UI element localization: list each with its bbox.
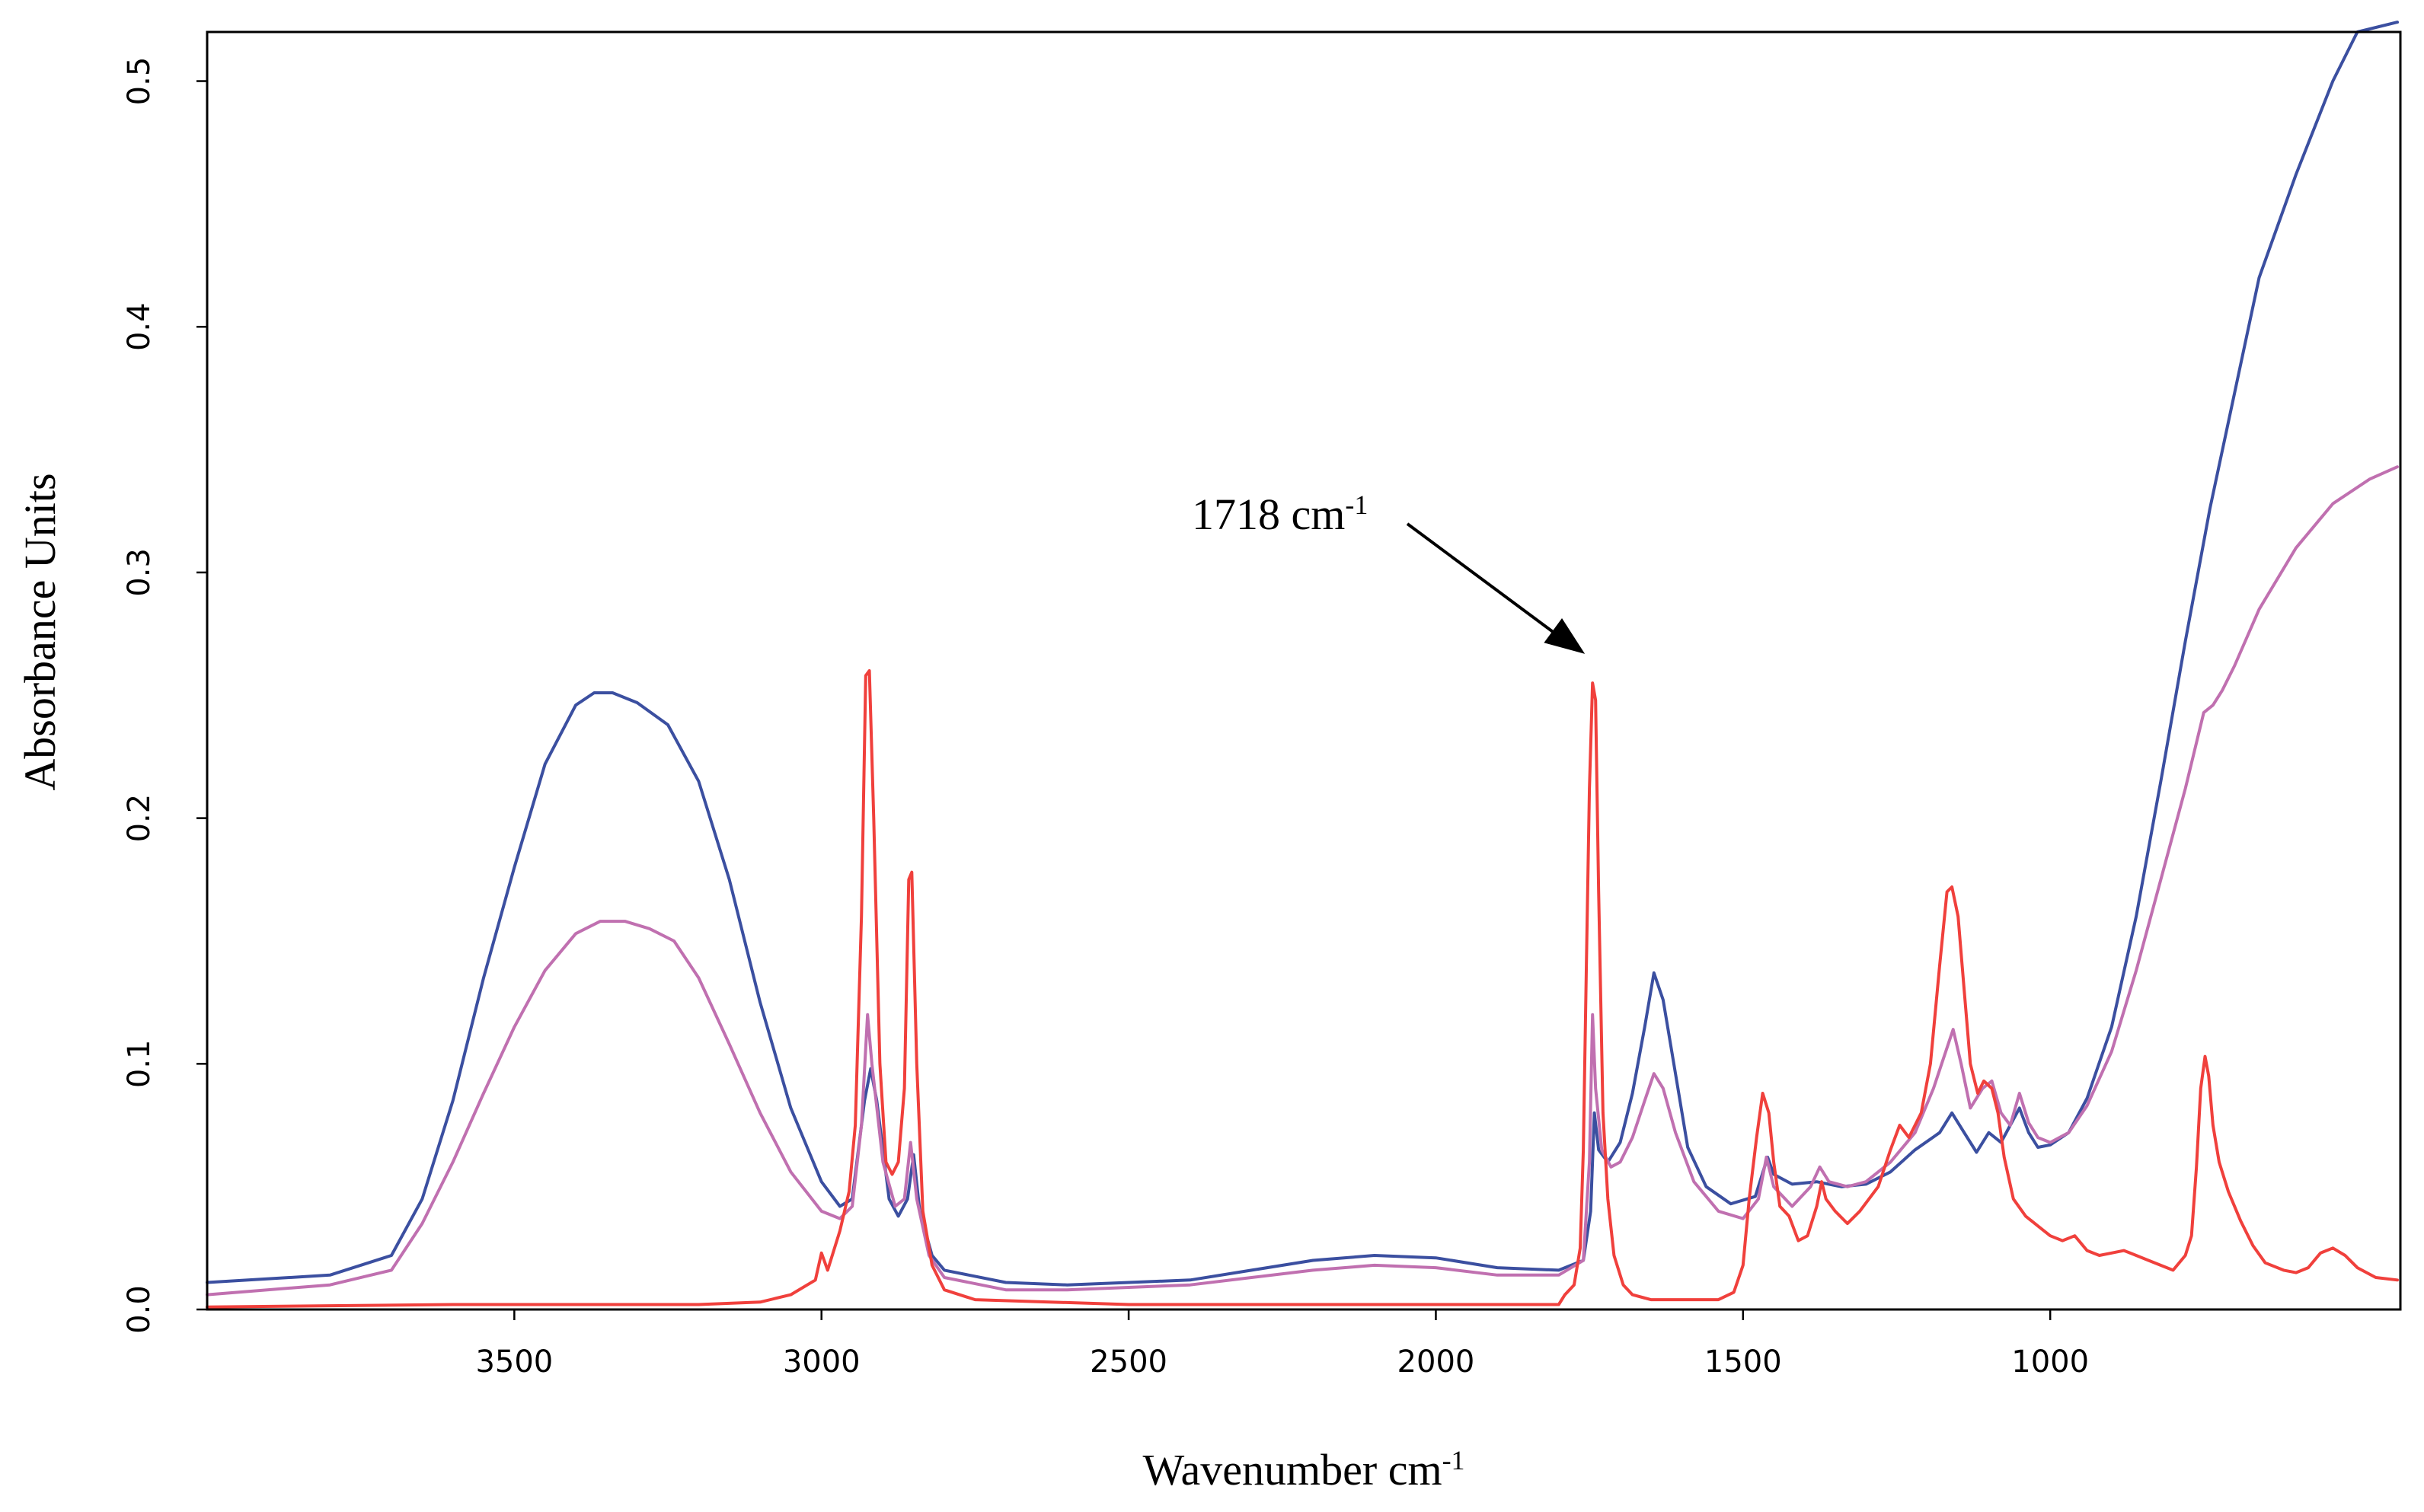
peak-annotation-arrow (1406, 522, 1563, 640)
peak-annotation-sup: -1 (1345, 490, 1368, 520)
peak-annotation-label: 1718 cm-1 (1192, 490, 1368, 539)
peak-annotation: 1718 cm-1 (1192, 490, 1586, 654)
x-axis-title: Wavenumber cm-1 (1142, 1445, 1464, 1494)
y-tick-label: 0.4 (122, 302, 157, 351)
y-tick-label: 0.1 (122, 1039, 157, 1088)
x-tick-label: 1500 (1704, 1345, 1782, 1380)
series-line-red (206, 669, 2399, 1309)
y-axis: 0.0 0.1 0.2 0.3 0.4 0.5 (122, 57, 207, 1334)
x-axis-title-main: Wavenumber cm (1142, 1445, 1442, 1494)
series-line-pink (206, 465, 2399, 1297)
plot-frame (206, 30, 2402, 1311)
y-tick-label: 0.2 (122, 794, 157, 843)
x-tick-label: 3500 (475, 1345, 553, 1380)
peak-annotation-arrowhead (1544, 617, 1586, 654)
peak-annotation-main: 1718 cm (1192, 490, 1345, 539)
x-tick-label: 3000 (783, 1345, 861, 1380)
y-tick-label: 0.0 (122, 1285, 157, 1334)
y-tick-label: 0.5 (122, 57, 157, 106)
x-axis-title-sup: -1 (1442, 1445, 1465, 1475)
y-axis-title: Absorbance Units (15, 473, 65, 790)
x-tick-label: 1000 (2011, 1345, 2089, 1380)
x-axis: 3500 3000 2500 2000 1500 1000 (475, 1309, 2089, 1380)
series-line-blue (206, 21, 2399, 1287)
x-tick-label: 2000 (1397, 1345, 1475, 1380)
x-tick-label: 2500 (1090, 1345, 1167, 1380)
y-tick-label: 0.3 (122, 548, 157, 597)
series-group (206, 21, 2399, 1309)
